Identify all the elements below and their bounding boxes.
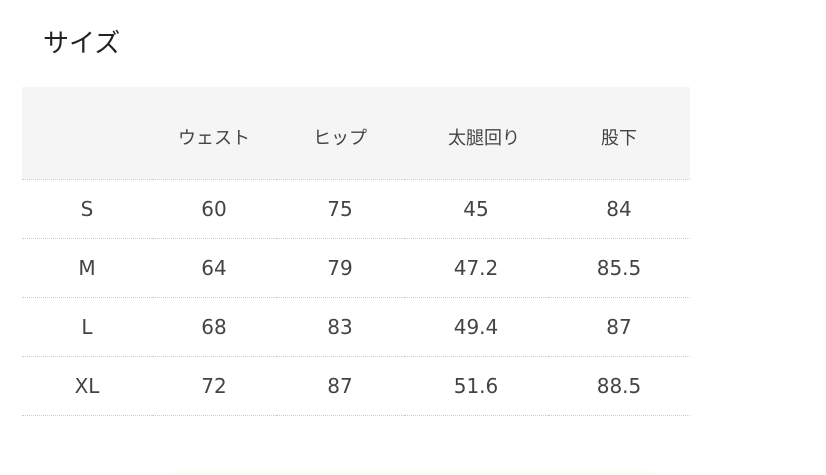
size-cell: S: [22, 179, 152, 239]
thigh-cell: 49.4: [404, 297, 548, 357]
hip-cell: 87: [276, 356, 404, 416]
header-size: [22, 87, 152, 180]
header-thigh: 太腿回り: [404, 87, 548, 180]
inseam-cell: 84: [548, 179, 690, 239]
thigh-cell: 45: [404, 179, 548, 239]
table-header-row: ウェスト ヒップ 太腿回り 股下: [22, 87, 690, 180]
table-row: XL 72 87 51.6 88.5: [22, 356, 690, 416]
header-waist: ウェスト: [152, 87, 276, 180]
header-inseam: 股下: [548, 87, 690, 180]
size-cell: M: [22, 238, 152, 298]
thigh-cell: 47.2: [404, 238, 548, 298]
size-table: ウェスト ヒップ 太腿回り 股下 S 60 75 45 84 M 64 79 4…: [22, 87, 690, 416]
faint-bottom-strip: [172, 470, 654, 475]
table-row: L 68 83 49.4 87: [22, 297, 690, 357]
table-row: M 64 79 47.2 85.5: [22, 238, 690, 298]
hip-cell: 79: [276, 238, 404, 298]
waist-cell: 68: [152, 297, 276, 357]
waist-cell: 60: [152, 179, 276, 239]
size-cell: XL: [22, 356, 152, 416]
size-cell: L: [22, 297, 152, 357]
section-title: サイズ: [43, 29, 121, 59]
thigh-cell: 51.6: [404, 356, 548, 416]
table-row: S 60 75 45 84: [22, 179, 690, 239]
inseam-cell: 87: [548, 297, 690, 357]
inseam-cell: 88.5: [548, 356, 690, 416]
inseam-cell: 85.5: [548, 238, 690, 298]
waist-cell: 72: [152, 356, 276, 416]
hip-cell: 83: [276, 297, 404, 357]
header-hip: ヒップ: [276, 87, 404, 180]
hip-cell: 75: [276, 179, 404, 239]
waist-cell: 64: [152, 238, 276, 298]
